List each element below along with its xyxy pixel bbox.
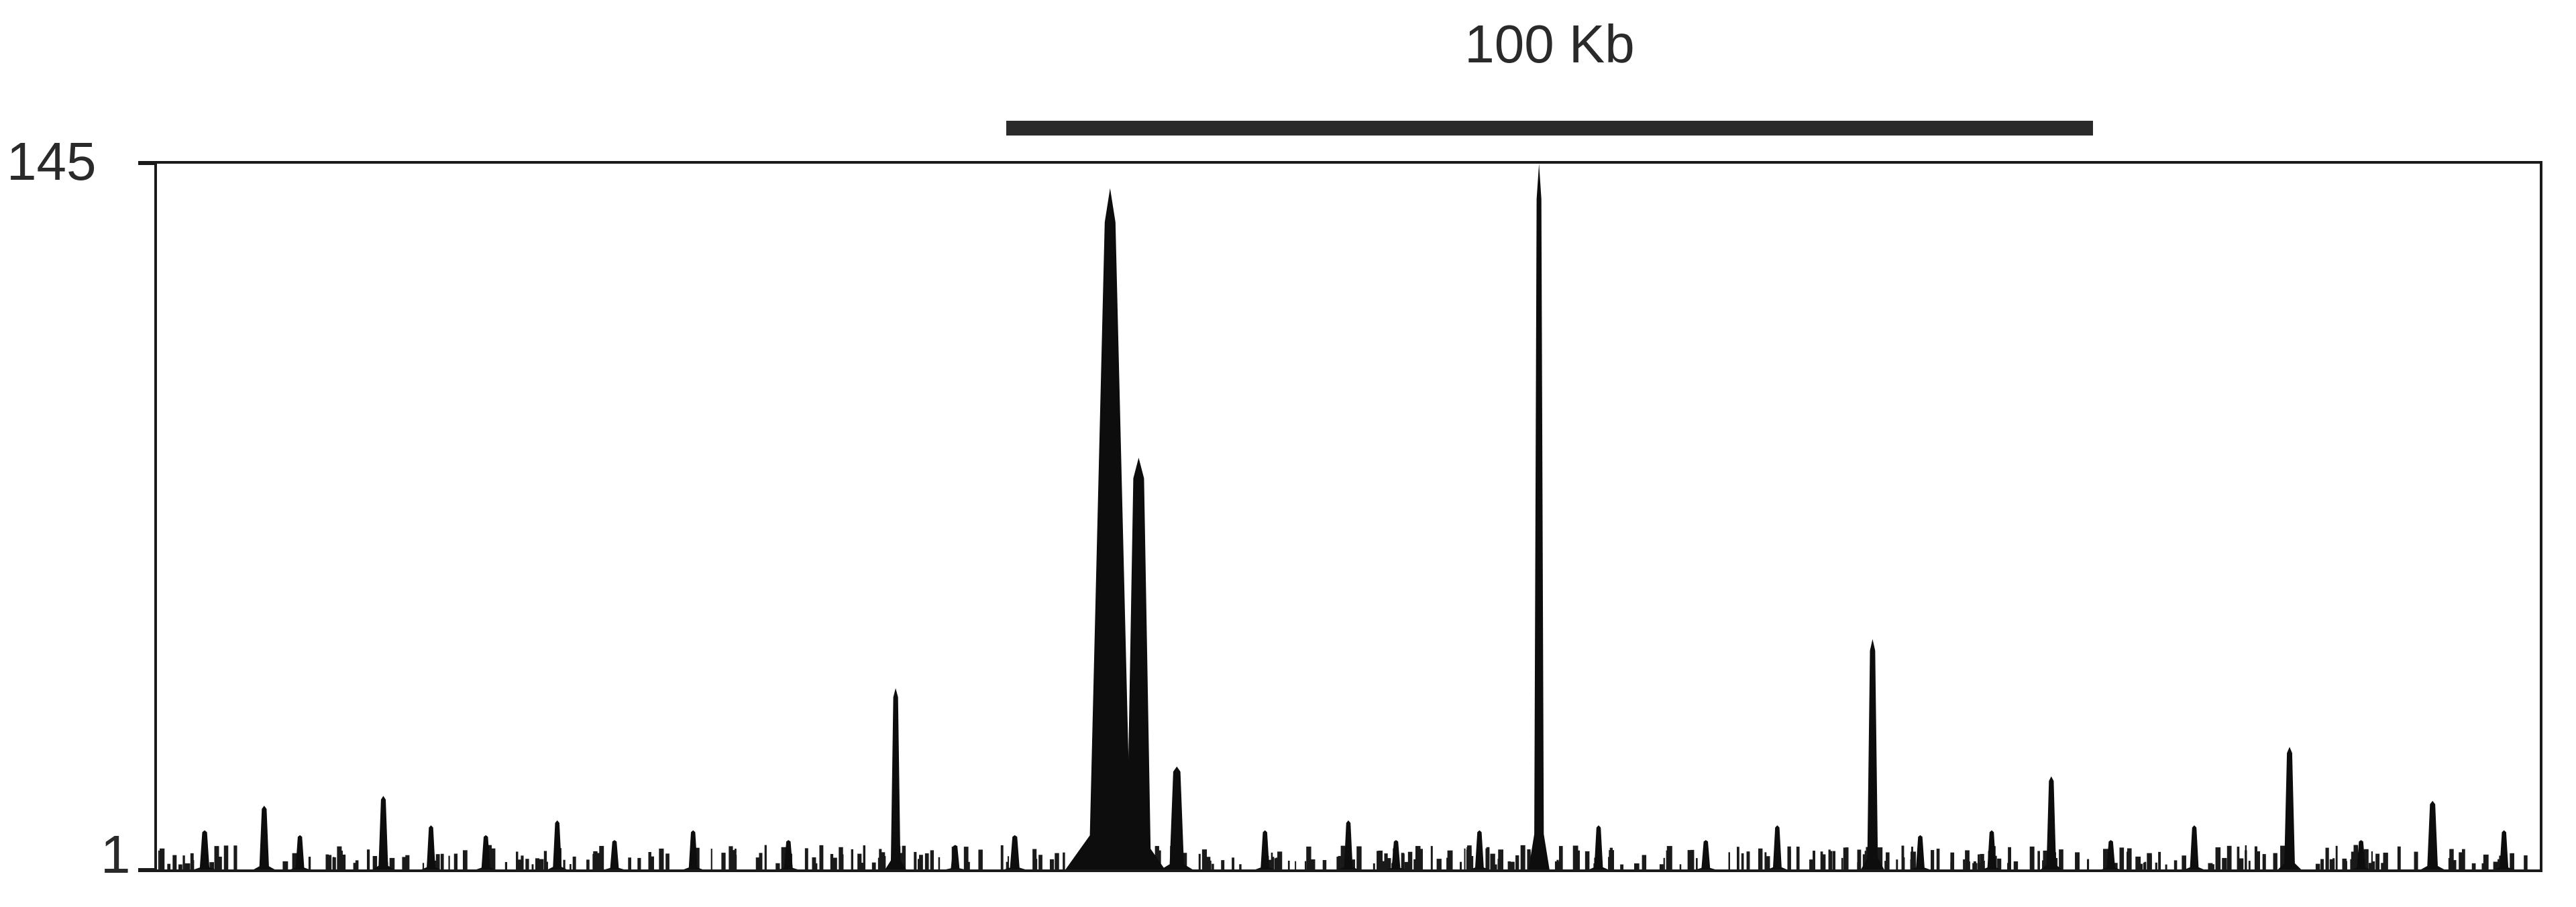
- coverage-track-plot: [154, 161, 2542, 872]
- scale-bar-label: 100 Kb: [1006, 13, 2093, 75]
- figure-container: 100 Kb 145 1: [0, 0, 2576, 907]
- y-axis-min-label: 1: [101, 824, 131, 886]
- y-axis-tick-bottom: [138, 868, 154, 872]
- scale-bar: [1006, 121, 2093, 136]
- coverage-track-svg: [157, 164, 2540, 869]
- y-axis-max-label: 145: [7, 131, 96, 193]
- y-axis-tick-top: [138, 161, 154, 165]
